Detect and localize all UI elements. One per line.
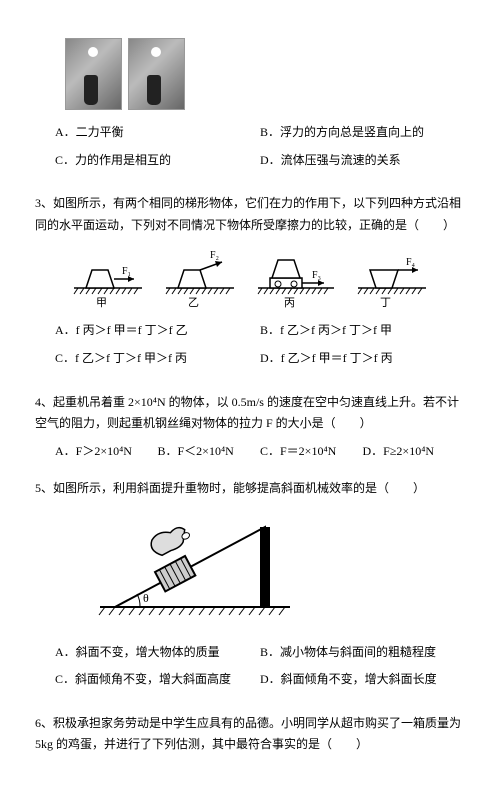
q3-shape-bing: F₃ 丙 (256, 248, 336, 308)
q5-stem: 5、如图所示，利用斜面提升重物时，能够提高斜面机械效率的是（ ） (35, 478, 465, 500)
shape-label: 丙 (284, 297, 295, 308)
force-label: F₁ (122, 266, 131, 277)
shape-label: 甲 (96, 297, 107, 308)
q3-shape-jia: F₁ 甲 (72, 248, 144, 308)
q3-shape-ding: F₄ 丁 (356, 248, 428, 308)
q4-opt-d: D．F≥2×10⁴N (363, 441, 466, 463)
q2-opt-a: A．二力平衡 (55, 122, 260, 144)
q6-stem: 6、积极承担家务劳动是中学生应具有的品德。小明同学从超市购买了一箱质量为 5kg… (35, 713, 465, 756)
q3-shape-yi: F₂ 乙 (164, 248, 236, 308)
q2-opt-d: D．流体压强与流速的关系 (260, 150, 465, 172)
q2-figure (65, 38, 465, 110)
q4-stem: 4、起重机吊着重 2×10⁴N 的物体，以 0.5m/s 的速度在空中匀速直线上… (35, 392, 465, 435)
q3-opt-a: A．f 丙＞f 甲＝f 丁＞f 乙 (55, 320, 260, 342)
q4-opt-a: A．F＞2×10⁴N (55, 441, 158, 463)
q5-opt-c: C．斜面倾角不变，增大斜面高度 (55, 669, 260, 691)
theta-label: θ (143, 591, 149, 605)
q2-options: A．二力平衡 B．浮力的方向总是竖直向上的 C．力的作用是相互的 D．流体压强与… (55, 122, 465, 177)
q3-options: A．f 丙＞f 甲＝f 丁＞f 乙 B．f 乙＞f 丙＞f 丁＞f 甲 C．f … (55, 320, 465, 375)
q5-opt-a: A．斜面不变，增大物体的质量 (55, 642, 260, 664)
shape-label: 乙 (188, 296, 199, 308)
shape-label: 丁 (380, 297, 391, 308)
q2-opt-c: C．力的作用是相互的 (55, 150, 260, 172)
q5-opt-b: B．减小物体与斜面间的粗糙程度 (260, 642, 465, 664)
q3-opt-c: C．f 乙＞f 丁＞f 甲＞f 丙 (55, 348, 260, 370)
q2-image-right (128, 38, 185, 110)
force-label: F₃ (312, 270, 321, 281)
q5-opt-d: D．斜面倾角不变，增大斜面长度 (260, 669, 465, 691)
force-label: F₄ (406, 257, 416, 268)
q3-figure: F₁ 甲 F₂ 乙 F (35, 248, 465, 308)
q4-opt-b: B．F＜2×10⁴N (158, 441, 261, 463)
q2-opt-b: B．浮力的方向总是竖直向上的 (260, 122, 465, 144)
q5-figure: θ (95, 512, 465, 630)
q2-image-left (65, 38, 122, 110)
force-label: F₂ (210, 250, 219, 261)
q4-options: A．F＞2×10⁴N B．F＜2×10⁴N C．F＝2×10⁴N D．F≥2×1… (55, 441, 465, 463)
q5-options: A．斜面不变，增大物体的质量 B．减小物体与斜面间的粗糙程度 C．斜面倾角不变，… (55, 642, 465, 697)
q3-stem: 3、如图所示，有两个相同的梯形物体，它们在力的作用下，以下列四种方式沿相同的水平… (35, 193, 465, 236)
q3-opt-d: D．f 乙＞f 甲＝f 丁＞f 丙 (260, 348, 465, 370)
q4-opt-c: C．F＝2×10⁴N (260, 441, 363, 463)
q3-opt-b: B．f 乙＞f 丙＞f 丁＞f 甲 (260, 320, 465, 342)
